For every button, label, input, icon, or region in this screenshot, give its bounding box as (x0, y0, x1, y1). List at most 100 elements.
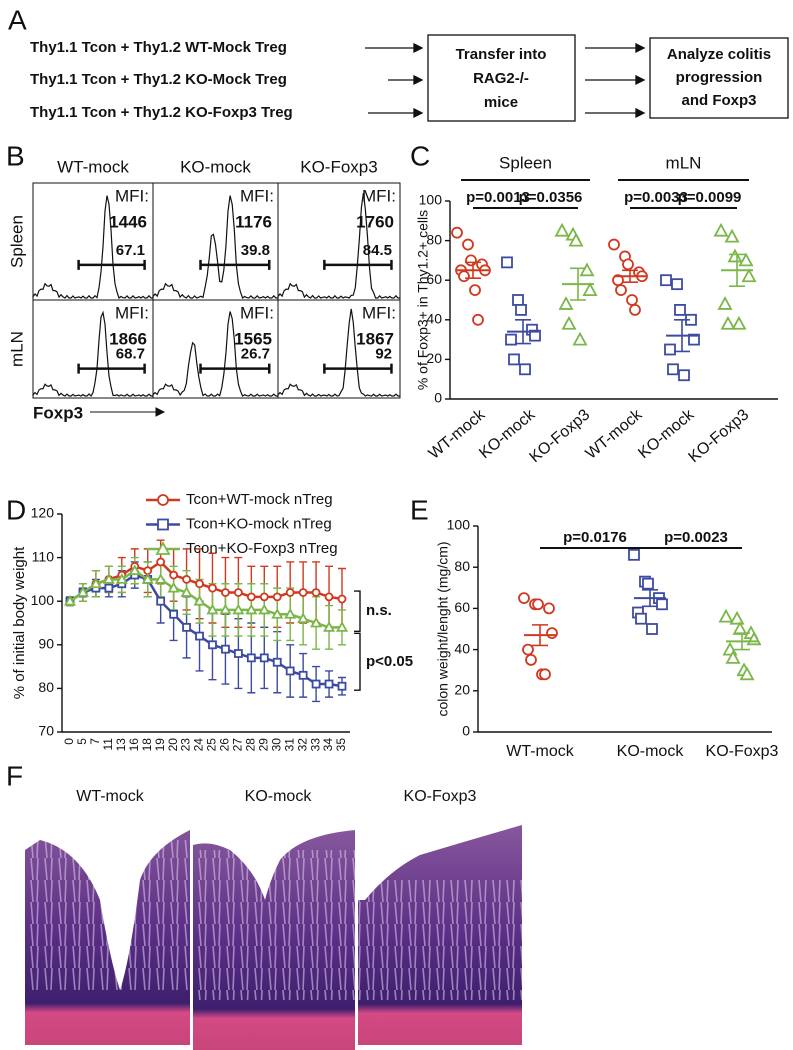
marker (221, 588, 230, 597)
marker (232, 603, 245, 615)
significance: n.s. (366, 602, 392, 619)
marker (337, 681, 347, 691)
marker (335, 621, 349, 632)
marker (525, 654, 537, 666)
x-tick-label: 28 (244, 738, 258, 752)
x-tick-label: 19 (153, 738, 167, 752)
mfi-value: 1760 (356, 212, 394, 231)
x-tick-label: 0 (62, 738, 76, 745)
y-tick-label: 100 (419, 192, 443, 208)
marker (219, 603, 232, 615)
marker (718, 608, 734, 623)
legend-marker (157, 518, 169, 531)
marker (63, 594, 77, 606)
marker (615, 284, 627, 297)
column-title: KO-Foxp3 (300, 157, 377, 176)
marker (518, 592, 530, 604)
y-tick-label: 80 (426, 231, 442, 247)
tissue-texture (193, 850, 355, 1000)
x-tick-label: 35 (334, 738, 348, 752)
marker (671, 278, 683, 291)
marker (272, 657, 282, 667)
marker (208, 640, 217, 650)
gate (77, 363, 146, 374)
histogram (152, 195, 278, 299)
marker (732, 621, 748, 635)
group-label: Spleen (499, 153, 552, 172)
x-tick-label: 33 (308, 738, 322, 752)
step-text: Transfer into (456, 46, 547, 63)
marker (515, 303, 527, 316)
marker (156, 557, 166, 567)
p-value: p=0.0013 (466, 189, 530, 206)
marker (626, 294, 638, 306)
marker (642, 577, 654, 590)
x-tick-label: 25 (205, 738, 219, 752)
histogram (277, 192, 400, 299)
y-tick-label: 80 (454, 558, 470, 574)
y-tick-label: 110 (32, 548, 55, 564)
marker (539, 668, 551, 681)
marker (195, 579, 204, 589)
mfi-value: 1565 (234, 329, 272, 348)
marker (451, 226, 463, 239)
marker (579, 262, 595, 277)
marker (284, 607, 297, 619)
marker (512, 294, 524, 306)
x-tick-label: KO-mock (617, 743, 685, 760)
sem-bar (622, 269, 638, 283)
panel-label: C (410, 140, 430, 171)
x-tick-label: 27 (231, 738, 245, 752)
image-title: KO-mock (245, 788, 313, 805)
lumen (25, 813, 190, 990)
marker (208, 583, 217, 593)
row-label: mLN (7, 331, 26, 367)
y-tick-label: 120 (31, 505, 55, 521)
marker (505, 333, 517, 346)
significance: p<0.05 (366, 653, 413, 670)
marker (739, 666, 755, 681)
marker (311, 588, 321, 597)
marker (660, 274, 672, 287)
marker (725, 649, 741, 664)
panel-b-layout (32, 182, 401, 417)
x-tick-label: 13 (114, 738, 128, 752)
arrow-head (155, 407, 166, 417)
marker (245, 603, 258, 615)
marker (543, 602, 555, 615)
arrows (365, 47, 642, 114)
marker (628, 548, 640, 561)
gate (199, 259, 271, 270)
axis-label: Foxp3 (33, 403, 83, 422)
mfi-label: MFI: (240, 303, 274, 322)
y-tick-label: 60 (426, 271, 442, 287)
marker (458, 270, 470, 283)
y-tick-label: 20 (426, 350, 442, 366)
x-tick-label: 30 (269, 738, 283, 752)
x-tick-label: 29 (256, 738, 270, 752)
marker (104, 583, 114, 593)
marker (727, 248, 743, 263)
mfi-value: 1867 (356, 329, 394, 348)
x-tick-label: WT-mock (506, 743, 575, 760)
gate-value: 39.8 (241, 242, 270, 259)
x-tick-label: 20 (166, 738, 180, 752)
panel-label: B (6, 140, 25, 171)
x-tick-label: KO-Foxp3 (526, 406, 593, 466)
x-tick-label: 23 (179, 738, 193, 752)
panel-label: D (6, 494, 26, 525)
marker (298, 588, 308, 597)
series-line (69, 573, 343, 688)
marker (182, 575, 191, 584)
marker (572, 331, 588, 346)
marker (462, 238, 474, 251)
p-value: p=0.0176 (563, 529, 627, 546)
marker (546, 627, 558, 640)
marker (582, 282, 598, 296)
marker (298, 670, 308, 680)
x-tick-label: 26 (218, 738, 232, 752)
series-line (69, 569, 342, 629)
marker (674, 303, 686, 316)
marker (337, 594, 347, 604)
mfi-value: 1176 (235, 212, 272, 231)
